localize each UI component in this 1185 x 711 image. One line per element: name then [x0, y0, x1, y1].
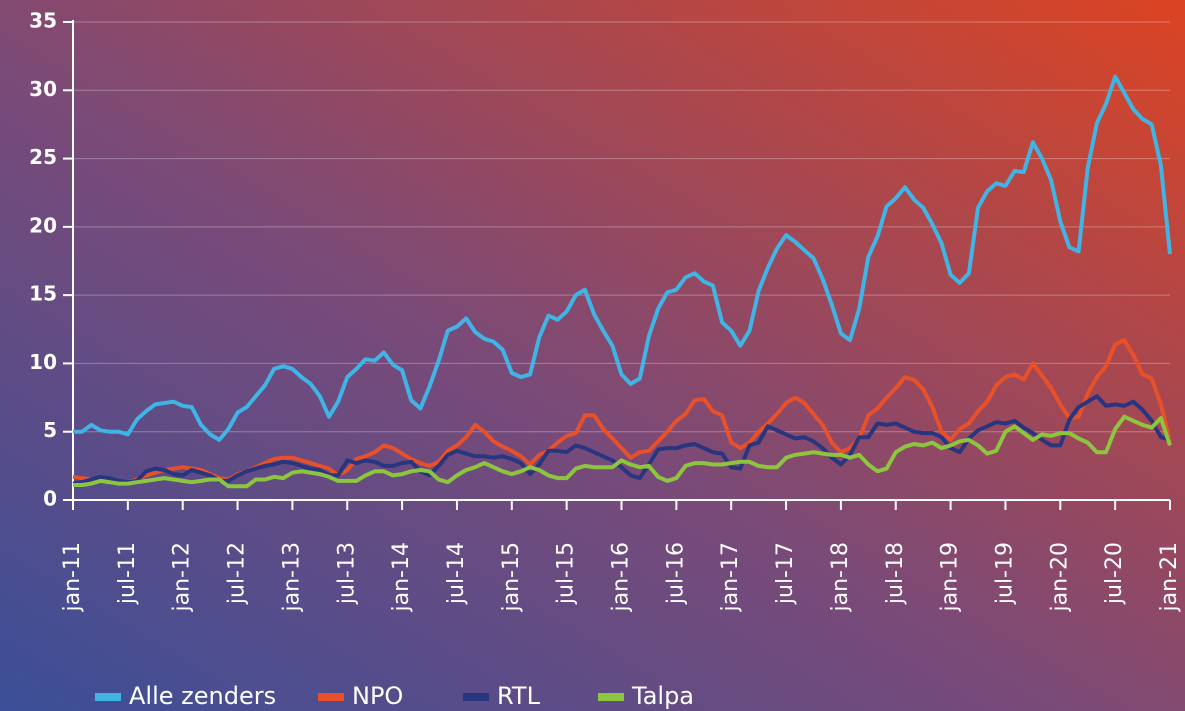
legend-label: RTL — [497, 682, 541, 710]
legend-label: Talpa — [631, 682, 694, 710]
y-tick-label: 5 — [43, 418, 57, 442]
series-line — [73, 74, 1172, 442]
x-tick-label: jul-12 — [225, 542, 250, 605]
x-tick-label: jul-16 — [663, 542, 688, 605]
x-tick-label: jul-15 — [554, 542, 579, 605]
x-tick-label: jan-16 — [609, 542, 634, 612]
x-tick-label: jul-11 — [115, 542, 140, 605]
legend-label: Alle zenders — [129, 682, 276, 710]
y-tick-label: 35 — [29, 9, 57, 33]
x-tick-label: jul-14 — [444, 542, 469, 605]
x-tick-label: jan-18 — [828, 542, 853, 612]
y-tick-label: 10 — [29, 350, 57, 374]
y-tick-label: 30 — [29, 77, 57, 101]
x-tick-label: jan-13 — [279, 542, 304, 612]
x-tick-label: jan-14 — [389, 542, 414, 612]
x-tick-label: jan-17 — [718, 542, 743, 612]
series-line — [73, 414, 1172, 489]
x-tick-label: jan-12 — [170, 542, 195, 612]
x-tick-label: jan-19 — [938, 542, 963, 612]
legend-swatch — [318, 693, 344, 701]
x-tick-label: jan-11 — [60, 542, 85, 612]
x-tick-label: jan-20 — [1047, 542, 1072, 612]
legend-swatch — [463, 693, 489, 701]
x-tick-label: jul-18 — [883, 542, 908, 605]
legend-swatch — [95, 693, 121, 701]
y-tick-label: 20 — [29, 213, 57, 237]
legend-label: NPO — [352, 682, 403, 710]
x-tick-label: jul-20 — [1102, 542, 1127, 605]
x-tick-label: jul-17 — [773, 542, 798, 605]
series-line — [72, 394, 1171, 486]
x-tick-label: jul-13 — [334, 542, 359, 605]
x-tick-label: jan-21 — [1157, 542, 1182, 612]
x-tick-label: jan-15 — [499, 542, 524, 612]
x-tick-label: jul-19 — [992, 542, 1017, 605]
legend-swatch — [598, 693, 624, 701]
y-tick-label: 15 — [29, 282, 57, 306]
y-tick-label: 25 — [29, 145, 57, 169]
y-tick-label: 0 — [43, 487, 57, 511]
